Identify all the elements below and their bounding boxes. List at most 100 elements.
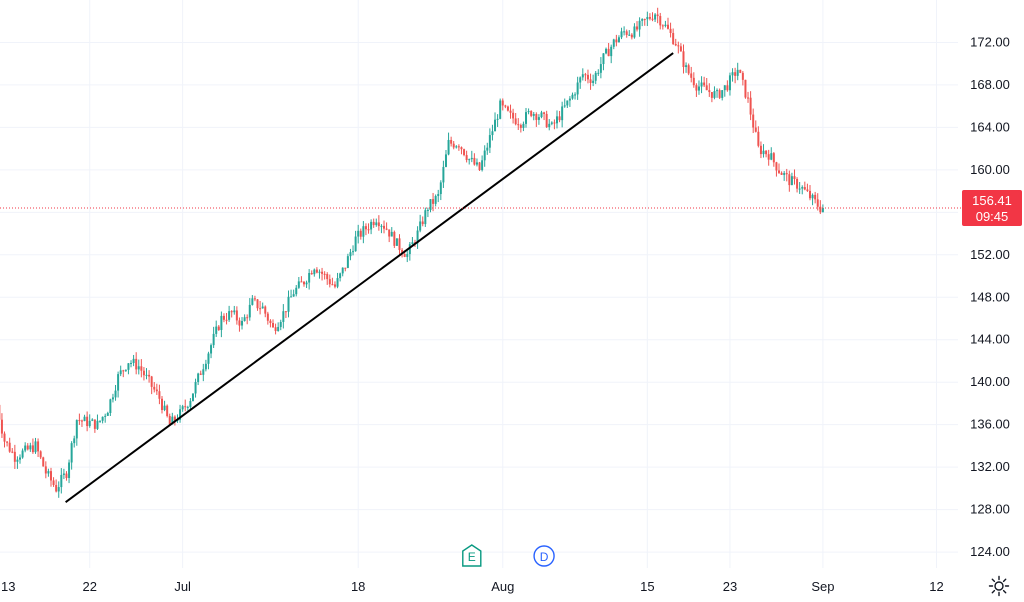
candle-up <box>339 273 341 278</box>
candle-up <box>494 120 496 132</box>
x-tick-label: 15 <box>640 579 654 594</box>
candle-up <box>525 112 527 124</box>
candle-down <box>672 33 674 44</box>
candle-up <box>732 72 734 75</box>
candle-up <box>89 421 91 426</box>
candle-down <box>708 90 710 92</box>
candle-up <box>60 475 62 487</box>
candle-up <box>713 91 715 98</box>
price-axis[interactable]: 124.00128.00132.00136.00140.00144.00148.… <box>970 34 1010 559</box>
candle-up <box>380 226 382 227</box>
candle-up <box>29 445 31 449</box>
candle-down <box>739 70 741 73</box>
candle-up <box>282 311 284 322</box>
candle-down <box>814 195 816 199</box>
candle-down <box>285 311 287 312</box>
candle-up <box>164 406 166 410</box>
earnings-marker[interactable]: E <box>463 545 481 566</box>
y-tick-label: 172.00 <box>970 34 1010 49</box>
candle-up <box>499 101 501 119</box>
candle-up <box>455 146 457 147</box>
candle-up <box>133 359 135 363</box>
candle-up <box>202 369 204 375</box>
candle-down <box>399 238 401 250</box>
candle-up <box>592 81 594 83</box>
candle-down <box>644 19 646 20</box>
trendline[interactable] <box>66 53 674 502</box>
candle-up <box>574 94 576 95</box>
trendline-layer[interactable] <box>66 53 674 502</box>
candle-up <box>47 471 49 473</box>
y-tick-label: 136.00 <box>970 417 1010 432</box>
candle-down <box>55 485 57 491</box>
candle-up <box>582 74 584 77</box>
candle-up <box>213 334 215 345</box>
candle-down <box>553 122 555 123</box>
candle-up <box>633 26 635 37</box>
candle-down <box>14 452 16 462</box>
y-tick-label: 152.00 <box>970 247 1010 262</box>
candle-down <box>200 374 202 375</box>
candle-up <box>370 222 372 230</box>
candle-up <box>355 237 357 252</box>
candle-up <box>639 21 641 30</box>
y-tick-label: 124.00 <box>970 544 1010 559</box>
candle-down <box>752 115 754 128</box>
candle-up <box>104 416 106 417</box>
candle-down <box>156 390 158 392</box>
candle-down <box>520 125 522 128</box>
candle-down <box>148 375 150 377</box>
candle-down <box>135 359 137 370</box>
candle-down <box>652 19 654 20</box>
candle-down <box>510 111 512 113</box>
last-price-value: 156.41 <box>972 193 1012 208</box>
candle-down <box>321 272 323 274</box>
candle-up <box>63 474 65 475</box>
candle-down <box>264 307 266 314</box>
candle-down <box>272 323 274 327</box>
candle-down <box>45 466 47 473</box>
candle-up <box>724 85 726 90</box>
candle-down <box>153 387 155 390</box>
candle-down <box>726 85 728 90</box>
candle-up <box>716 90 718 91</box>
candle-up <box>445 154 447 167</box>
candle-up <box>613 39 615 46</box>
candle-up <box>293 294 295 296</box>
candle-down <box>78 420 80 421</box>
candle-up <box>770 153 772 159</box>
gear-icon[interactable] <box>988 575 1010 597</box>
candle-up <box>295 288 297 294</box>
candle-up <box>115 391 117 398</box>
candle-down <box>432 199 434 204</box>
candle-down <box>246 317 248 318</box>
candle-down <box>706 85 708 90</box>
candle-up <box>241 321 243 326</box>
candle-down <box>682 51 684 67</box>
candle-up <box>595 73 597 81</box>
candle-up <box>197 374 199 382</box>
candle-up <box>352 251 354 252</box>
candle-down <box>383 226 385 229</box>
candle-down <box>331 284 333 285</box>
candle-down <box>765 151 767 154</box>
candle-up <box>73 438 75 443</box>
candle-up <box>489 135 491 148</box>
candle-down <box>275 327 277 331</box>
candle-up <box>195 382 197 393</box>
candle-up <box>448 140 450 154</box>
candle-down <box>757 132 759 146</box>
candle-up <box>71 443 73 462</box>
candle-up <box>437 194 439 196</box>
candle-down <box>670 29 672 33</box>
candle-down <box>543 112 545 114</box>
dividend-marker[interactable]: D <box>534 546 554 566</box>
candle-down <box>344 268 346 269</box>
candle-up <box>533 114 535 116</box>
candle-up <box>337 278 339 287</box>
y-tick-label: 164.00 <box>970 119 1010 134</box>
candle-down <box>788 174 790 185</box>
candle-up <box>107 413 109 416</box>
